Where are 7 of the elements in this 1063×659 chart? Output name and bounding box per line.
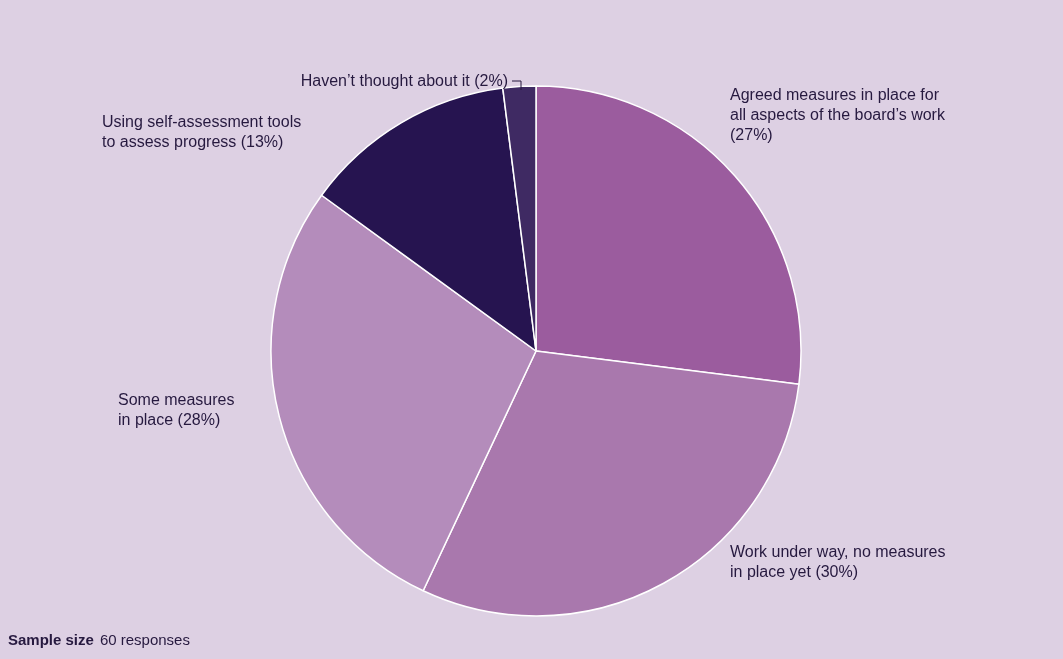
slice-label: Work under way, no measures in place yet (30%) xyxy=(730,543,946,580)
text: 60 responses xyxy=(99,631,190,648)
slice-label: Using self-assessment tools to assess progress (13%) xyxy=(102,113,302,150)
text: Sample size xyxy=(8,631,94,648)
slice-label: Agreed measures in place for all aspects of the board’s work (27%) xyxy=(730,86,946,143)
slice-label: Some measures in place (28%) xyxy=(118,391,235,428)
slice-label: Haven’t thought about it (2%) xyxy=(300,72,508,89)
